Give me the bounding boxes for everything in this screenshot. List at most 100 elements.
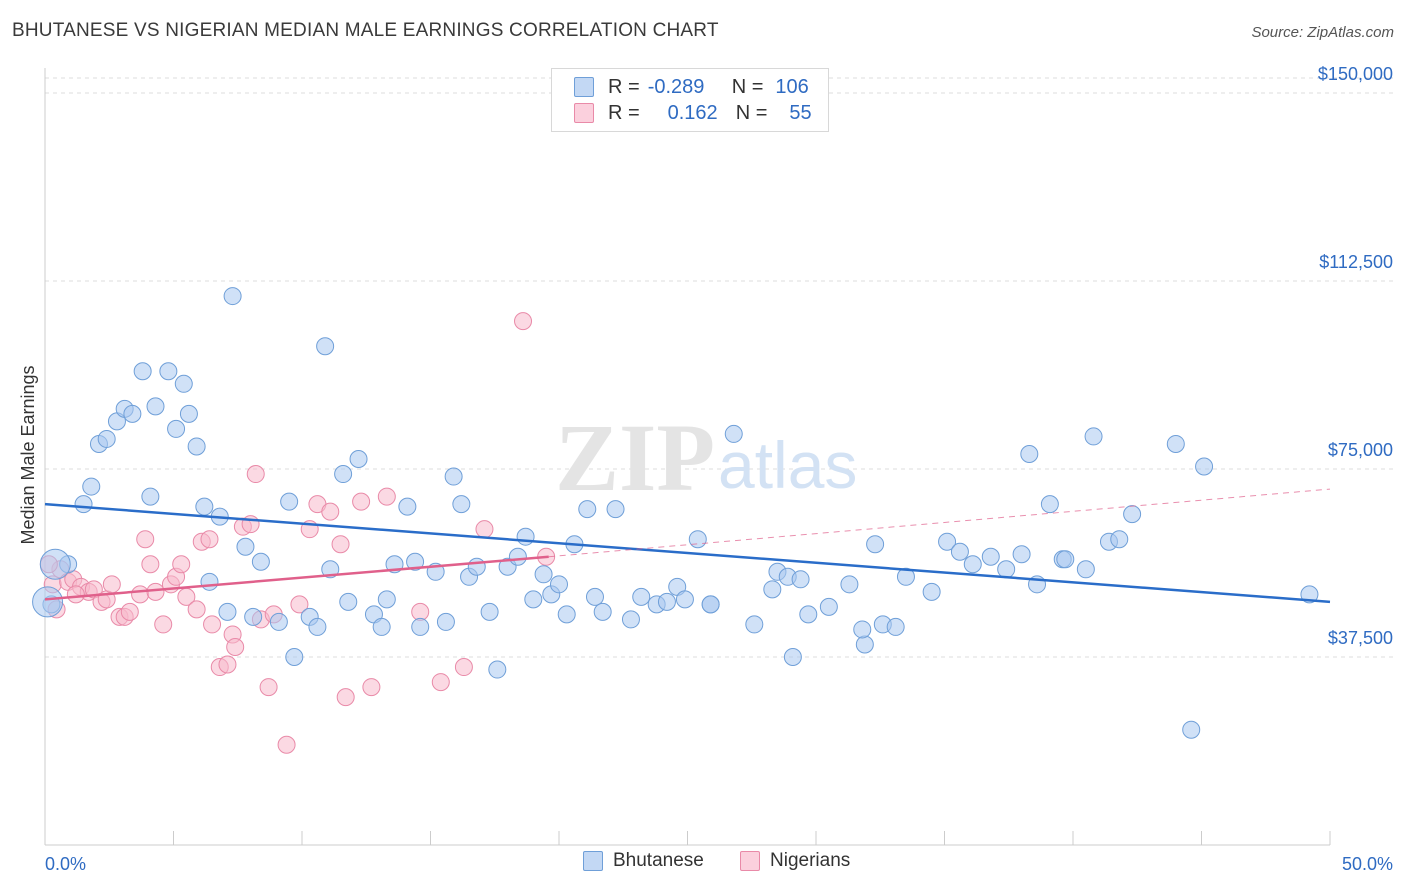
bhutanese-point [372, 617, 391, 636]
correlation-legend: R = -0.289 N = 106 R = 0.162 N = 55 [551, 68, 829, 132]
nigerians-point [331, 535, 350, 554]
nigerians-point [200, 530, 219, 549]
nigerians-point [362, 678, 381, 697]
bhutanese-point [200, 572, 219, 591]
bhutanese-point [524, 590, 543, 609]
bhutanese-point [187, 437, 206, 456]
bhutanese-point [783, 648, 802, 667]
bhutanese-point [334, 465, 353, 484]
legend-row-nigerians: R = 0.162 N = 55 [574, 100, 812, 126]
nigerians-point [172, 555, 191, 574]
nigerians-swatch [574, 103, 594, 123]
bhutanese-point [745, 615, 764, 634]
nigerians-point [102, 575, 121, 594]
bhutanese-point [133, 362, 152, 381]
nigerians-point [246, 465, 265, 484]
nigerians-point [120, 602, 139, 621]
nigerians-swatch [740, 851, 760, 871]
bhutanese-point [321, 560, 340, 579]
bhutanese-trend-line [44, 502, 1331, 604]
n-value: 55 [789, 101, 812, 124]
chart-title: BHUTANESE VS NIGERIAN MEDIAN MALE EARNIN… [12, 20, 719, 41]
source-label: Source: ZipAtlas.com [1251, 24, 1394, 41]
nigerians-point [259, 678, 278, 697]
bhutanese-point [236, 537, 255, 556]
bhutanese-point [819, 597, 838, 616]
grid-lines [45, 77, 1395, 658]
legend-nigerians: Nigerians [740, 850, 850, 872]
nigerians-point [66, 585, 85, 604]
bhutanese-point [557, 605, 576, 624]
nigerians-point [454, 658, 473, 677]
legend-row-bhutanese: R = -0.289 N = 106 [574, 74, 809, 100]
bhutanese-point [452, 495, 471, 514]
nigerians-point [290, 595, 309, 614]
nigerians-point [218, 655, 237, 674]
bhutanese-point [840, 575, 859, 594]
nigerians-point [146, 582, 165, 601]
bhutanese-point [308, 617, 327, 636]
bhutanese-point [1182, 720, 1201, 739]
bhutanese-point [516, 527, 535, 546]
nigerians-point [136, 530, 155, 549]
bhutanese-point [1166, 434, 1185, 453]
bhutanese-swatch [574, 77, 594, 97]
legend-bhutanese-label: Bhutanese [613, 850, 704, 871]
bhutanese-point [223, 287, 242, 306]
bhutanese-point [1020, 444, 1039, 463]
bhutanese-point [159, 362, 178, 381]
bhutanese-point [585, 587, 604, 606]
nigerians-point [475, 520, 494, 539]
bhutanese-point [593, 602, 612, 621]
bhutanese-point [444, 467, 463, 486]
bhutanese-point [82, 477, 101, 496]
x-tick-label: 50.0% [1342, 854, 1393, 874]
y-tick-label: $150,000 [1318, 64, 1393, 84]
bhutanese-point [218, 602, 237, 621]
bhutanese-point [97, 429, 116, 448]
bhutanese-points [32, 287, 1319, 739]
bhutanese-point [251, 552, 270, 571]
nigerians-point [514, 312, 533, 331]
bhutanese-point [981, 547, 1000, 566]
legend-bhutanese: Bhutanese [583, 850, 704, 872]
nigerians-point [141, 555, 160, 574]
nigerians-trend-extension [548, 488, 1331, 558]
y-tick-label: $75,000 [1328, 440, 1393, 460]
bhutanese-point [123, 404, 142, 423]
bhutanese-point [938, 532, 957, 551]
bhutanese-point [1012, 545, 1031, 564]
bhutanese-point [632, 587, 651, 606]
n-label: N = [735, 101, 768, 124]
nigerians-point [154, 615, 173, 634]
y-tick-label: $37,500 [1328, 628, 1393, 648]
axes [44, 68, 1331, 846]
bhutanese-point [32, 586, 64, 618]
nigerians-point [377, 487, 396, 506]
bhutanese-point [436, 612, 455, 631]
bhutanese-point [1084, 427, 1103, 446]
nigerians-point [187, 600, 206, 619]
bhutanese-point [39, 548, 71, 580]
bhutanese-point [688, 530, 707, 549]
nigerians-point [277, 735, 296, 754]
bhutanese-point [141, 487, 160, 506]
r-value: 0.162 [667, 101, 718, 124]
legend-nigerians-label: Nigerians [770, 850, 851, 871]
bhutanese-point [701, 595, 720, 614]
bhutanese-point [146, 397, 165, 416]
bhutanese-point [997, 560, 1016, 579]
nigerians-point [336, 688, 355, 707]
bhutanese-point [174, 374, 193, 393]
bhutanese-point [349, 449, 368, 468]
nigerians-point [226, 637, 245, 656]
nigerians-trend-line [44, 555, 549, 601]
bhutanese-point [1056, 550, 1075, 569]
bhutanese-point [406, 552, 425, 571]
bhutanese-point [269, 612, 288, 631]
nigerians-point [352, 492, 371, 511]
nigerians-point [131, 585, 150, 604]
bhutanese-point [179, 404, 198, 423]
bhutanese-swatch [583, 851, 603, 871]
